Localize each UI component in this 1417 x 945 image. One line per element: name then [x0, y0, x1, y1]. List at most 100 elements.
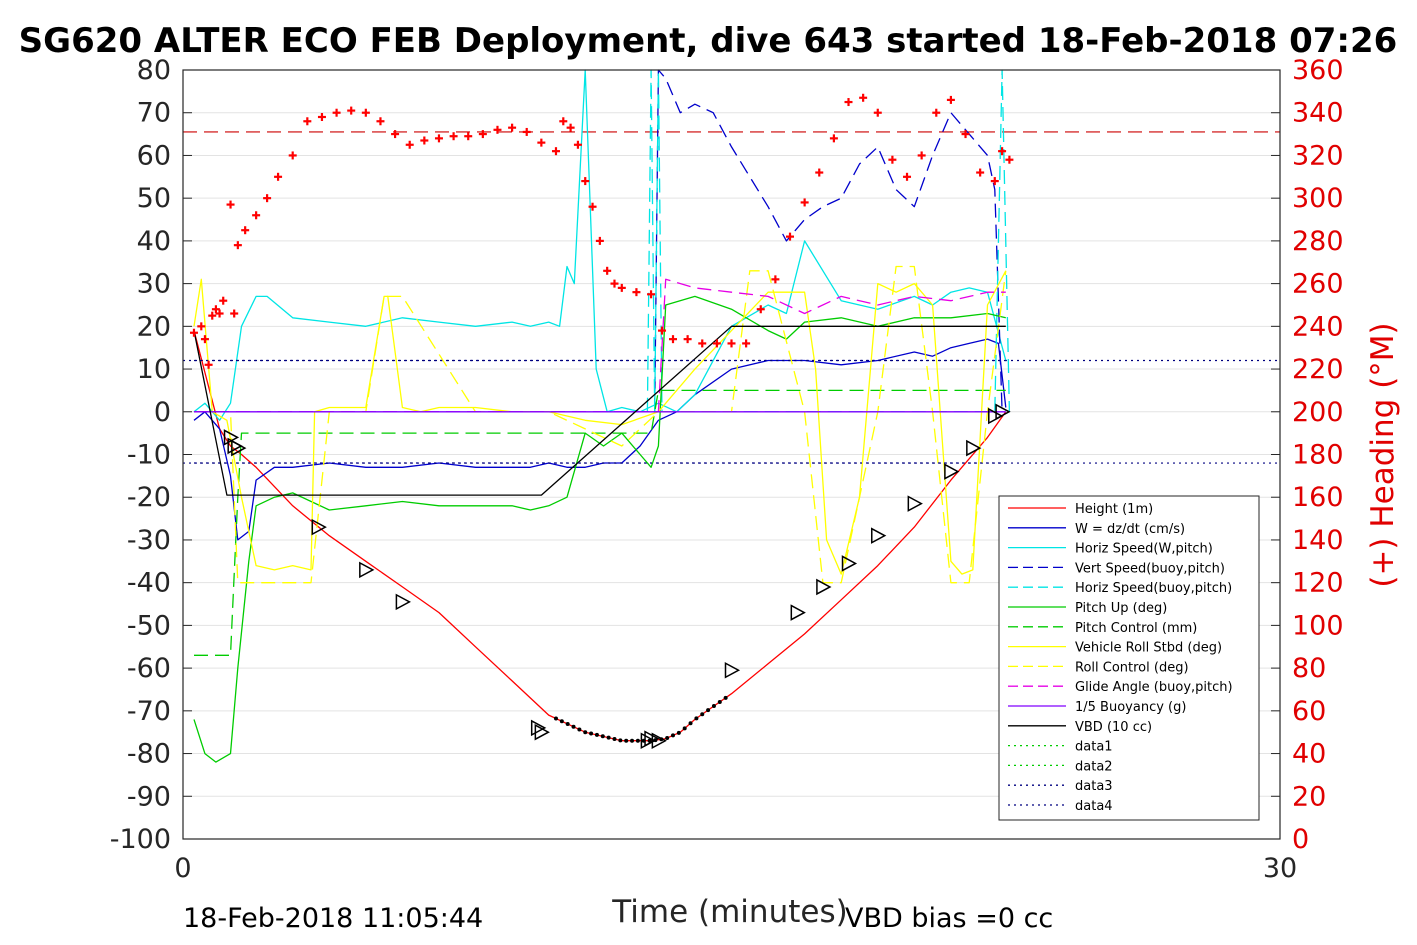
right-tick-label: 220	[1292, 354, 1344, 385]
heading-point	[829, 134, 838, 143]
right-tick-label: 240	[1292, 311, 1344, 342]
reference-lines	[183, 131, 1280, 464]
left-tick-label: 0	[154, 397, 171, 428]
triangle-marker	[816, 578, 832, 596]
left-tick-label: 80	[137, 55, 171, 86]
triangle-marker	[944, 463, 960, 480]
depth-dot	[665, 735, 670, 740]
heading-point	[815, 168, 824, 177]
depth-dot	[583, 730, 588, 735]
left-tick-label: 40	[137, 226, 171, 257]
right-tick-label: 40	[1292, 739, 1326, 770]
heading-point	[263, 194, 272, 203]
heading-point	[946, 95, 955, 104]
heading-point	[233, 241, 242, 250]
heading-point	[317, 112, 326, 121]
markers-group	[189, 93, 1014, 749]
depth-dot	[630, 738, 635, 743]
heading-point	[668, 335, 677, 344]
heading-point	[683, 335, 692, 344]
triangle-marker	[644, 730, 660, 747]
depth-dot	[594, 732, 599, 737]
legend-entry: Glide Angle (buoy,pitch)	[1075, 680, 1233, 695]
heading-point	[226, 200, 235, 209]
right-tick-label: 180	[1292, 440, 1344, 471]
left-tick-label: -90	[127, 781, 171, 812]
series-line-w-dz-dt-cm-s	[193, 338, 1007, 541]
depth-dot	[553, 716, 558, 721]
heading-point	[478, 130, 487, 139]
right-axis-ticks: 3603403203002802602402202001801601401201…	[1271, 55, 1344, 855]
heading-point	[917, 151, 926, 160]
left-tick-label: -50	[127, 610, 171, 641]
heading-point	[1005, 155, 1014, 164]
heading-point	[537, 138, 546, 147]
legend-entry: W = dz/dt (cm/s)	[1075, 522, 1185, 537]
heading-point	[658, 326, 667, 335]
right-tick-label: 300	[1292, 183, 1344, 214]
depth-dot	[618, 738, 623, 743]
depth-dot	[624, 738, 629, 743]
heading-point	[522, 127, 531, 136]
depth-dot	[589, 731, 594, 736]
heading-point	[742, 339, 751, 348]
right-tick-label: 160	[1292, 482, 1344, 513]
left-tick-label: -10	[127, 440, 171, 471]
heading-point	[219, 296, 228, 305]
legend-entry: Roll Control (deg)	[1075, 660, 1189, 675]
right-tick-label: 260	[1292, 269, 1344, 300]
heading-point	[551, 147, 560, 156]
legend-entry: data4	[1075, 799, 1113, 814]
x-tick-label: 30	[1263, 853, 1297, 884]
heading-point	[347, 106, 356, 115]
triangle-marker	[231, 439, 247, 457]
heading-point	[756, 305, 765, 314]
right-tick-label: 200	[1292, 397, 1344, 428]
triangle-marker	[530, 719, 547, 737]
heading-point	[215, 309, 224, 318]
right-axis-label: (+) Heading (°M)	[1365, 322, 1401, 587]
heading-point	[405, 140, 414, 149]
heading-point	[727, 339, 736, 348]
heading-point	[800, 198, 809, 207]
triangle-marker	[724, 661, 741, 679]
heading-point	[434, 134, 443, 143]
right-tick-label: 280	[1292, 226, 1344, 257]
heading-point	[698, 339, 707, 348]
heading-point	[391, 130, 400, 139]
heading-point	[204, 360, 213, 369]
heading-point	[581, 177, 590, 186]
heading-point	[873, 108, 882, 117]
heading-point	[844, 98, 853, 107]
heading-point	[903, 172, 912, 181]
depth-dot	[682, 726, 687, 731]
left-tick-label: 10	[137, 354, 171, 385]
triangle-marker	[395, 593, 411, 611]
heading-point	[990, 177, 999, 186]
heading-point	[961, 130, 970, 139]
legend-entry: VBD (10 cc)	[1075, 720, 1152, 735]
right-tick-label: 340	[1292, 98, 1344, 129]
heading-point	[288, 151, 297, 160]
depth-dot	[706, 708, 711, 713]
legend-entry: Pitch Control (mm)	[1075, 621, 1197, 636]
heading-point	[332, 108, 341, 117]
heading-point	[932, 108, 941, 117]
triangle-marker	[651, 732, 667, 749]
footer-vbd-bias: VBD bias =0 cc	[845, 903, 1053, 934]
depth-dot	[647, 738, 652, 743]
left-tick-label: 30	[137, 269, 171, 300]
triangle-marker	[988, 407, 1004, 425]
legend-entry: Vert Speed(buoy,pitch)	[1075, 561, 1225, 576]
left-tick-label: 20	[137, 311, 171, 342]
triangle-marker	[311, 518, 327, 536]
depth-dot	[717, 699, 722, 704]
heading-point	[566, 123, 575, 132]
heading-point	[588, 202, 597, 211]
heading-point	[888, 155, 897, 164]
heading-point	[595, 236, 604, 245]
heading-point	[189, 328, 198, 337]
depth-dot	[700, 712, 705, 717]
right-tick-label: 100	[1292, 610, 1344, 641]
